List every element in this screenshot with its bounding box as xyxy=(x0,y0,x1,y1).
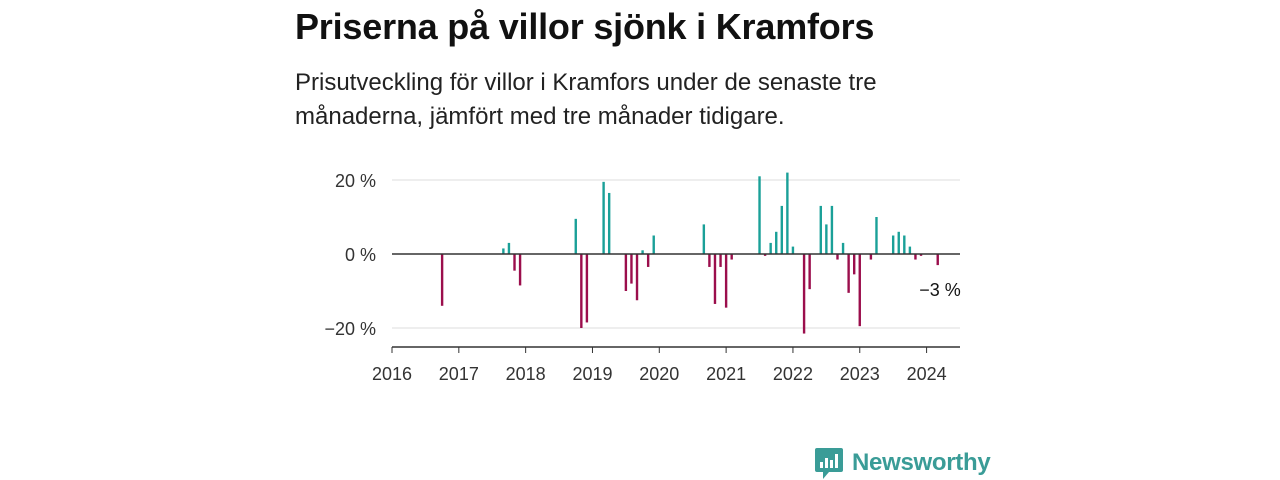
bar xyxy=(646,254,650,267)
x-tick-label: 2022 xyxy=(773,364,813,384)
axes xyxy=(391,253,960,353)
bar xyxy=(580,254,583,328)
grid-lines xyxy=(392,179,960,329)
bar xyxy=(758,176,761,254)
bar xyxy=(852,254,856,275)
bar xyxy=(635,254,639,301)
x-tick-label: 2024 xyxy=(907,364,947,384)
bar xyxy=(440,254,444,306)
chart-title: Priserna på villor sjönk i Kramfors xyxy=(295,6,875,47)
bar xyxy=(607,192,611,254)
bar xyxy=(841,242,845,254)
x-tick-label: 2019 xyxy=(572,364,612,384)
x-tick-label: 2021 xyxy=(706,364,746,384)
chart-subtitle: Prisutveckling för villor i Kramfors und… xyxy=(295,69,877,130)
bar xyxy=(769,242,772,254)
x-tick-label: 2020 xyxy=(639,364,679,384)
y-tick-label: 0 % xyxy=(345,245,376,265)
bar xyxy=(624,254,628,291)
brand-name: Newsworthy xyxy=(852,449,991,476)
newsworthy-chart-icon xyxy=(815,448,843,479)
bar xyxy=(936,254,939,266)
bar xyxy=(836,254,839,260)
bar xyxy=(652,235,655,254)
bar xyxy=(786,172,789,254)
bar xyxy=(858,254,861,327)
bar xyxy=(702,224,706,254)
bar xyxy=(808,254,811,290)
x-tick-label: 2023 xyxy=(840,364,880,384)
bar xyxy=(585,254,589,323)
bar xyxy=(602,181,605,254)
bar xyxy=(903,235,906,254)
bar xyxy=(763,254,767,256)
bar xyxy=(719,254,722,267)
bar xyxy=(891,235,895,254)
bar xyxy=(730,254,733,260)
x-tick-label: 2018 xyxy=(506,364,546,384)
bar xyxy=(708,254,711,267)
bar xyxy=(908,246,912,254)
x-tick-label: 2017 xyxy=(439,364,479,384)
bar xyxy=(518,254,522,286)
bar xyxy=(780,205,784,254)
bar xyxy=(830,205,834,254)
bar xyxy=(513,254,516,271)
bar xyxy=(713,254,717,304)
bar xyxy=(897,231,900,254)
bar xyxy=(791,246,795,254)
bar xyxy=(875,217,878,254)
bar xyxy=(819,205,822,254)
bar xyxy=(630,254,633,284)
bar xyxy=(802,254,806,334)
newsworthy-logo[interactable]: Newsworthy xyxy=(814,446,991,480)
bar xyxy=(574,218,577,254)
y-tick-label: −20 % xyxy=(324,319,376,339)
bar xyxy=(724,254,728,308)
data-label: −3 % xyxy=(919,280,961,300)
bar xyxy=(847,254,850,293)
y-tick-label: 20 % xyxy=(335,171,376,191)
bar xyxy=(502,248,505,254)
bar xyxy=(775,231,778,254)
bar xyxy=(919,254,923,256)
tick-labels: 20 % 0 % −20 % 2016 2017 2018 2019 2020 2021 2022… xyxy=(324,171,960,384)
bar xyxy=(825,224,828,254)
bar xyxy=(507,242,511,254)
x-tick-label: 2016 xyxy=(372,364,412,384)
bar xyxy=(869,254,873,260)
bar xyxy=(641,250,644,254)
bar xyxy=(914,254,917,260)
bars xyxy=(440,172,939,334)
